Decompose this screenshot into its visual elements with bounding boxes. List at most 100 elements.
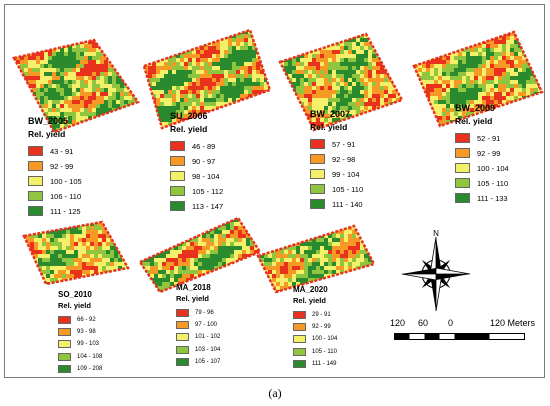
yield-cell <box>70 266 75 271</box>
yield-cell <box>272 274 277 279</box>
north-label: N <box>433 229 439 238</box>
yield-cell <box>510 88 515 93</box>
yield-cell <box>478 36 483 41</box>
legend-item: 100 - 105 <box>28 174 82 189</box>
yield-cell <box>422 80 427 85</box>
yield-cell <box>104 60 109 65</box>
yield-cell <box>110 242 115 247</box>
yield-cell <box>316 90 321 95</box>
yield-cell <box>244 38 249 43</box>
yield-cell <box>158 246 163 251</box>
yield-cell <box>530 84 535 89</box>
yield-cell <box>112 108 117 113</box>
yield-cell <box>434 68 439 73</box>
yield-cell <box>160 90 165 95</box>
yield-cell <box>308 34 313 39</box>
yield-cell <box>92 44 97 49</box>
legend-item-label: 100 - 104 <box>477 163 509 173</box>
yield-cell <box>206 238 211 243</box>
yield-cell <box>442 120 447 125</box>
yield-cell <box>482 72 487 77</box>
yield-cell <box>94 226 99 231</box>
yield-cell <box>392 42 397 47</box>
yield-cell <box>240 78 245 83</box>
yield-cell <box>28 92 33 97</box>
yield-cell <box>458 96 463 101</box>
legend-item-label: 46 - 89 <box>192 141 216 151</box>
yield-cell <box>288 38 293 43</box>
yield-cell <box>96 120 101 125</box>
yield-cell <box>160 30 165 35</box>
yield-cell <box>200 62 205 67</box>
yield-cell <box>300 34 305 39</box>
yield-cell <box>498 56 503 61</box>
yield-cell <box>198 226 203 231</box>
yield-cell <box>442 96 447 101</box>
yield-cell <box>210 266 215 271</box>
yield-cell <box>352 262 357 267</box>
yield-cell <box>88 108 93 113</box>
yield-cell <box>82 258 87 263</box>
yield-cell <box>208 78 213 83</box>
yield-cell <box>284 266 289 271</box>
legend-item: 111 - 149 <box>293 358 337 370</box>
yield-cell <box>364 98 369 103</box>
yield-cell <box>26 258 31 263</box>
yield-cell <box>92 120 97 125</box>
yield-cell <box>60 56 65 61</box>
yield-cell <box>422 68 427 73</box>
yield-cell <box>312 242 317 247</box>
yield-cell <box>112 120 117 125</box>
yield-cell <box>324 110 329 115</box>
yield-cell <box>304 58 309 63</box>
yield-cell <box>250 250 255 255</box>
yield-cell <box>250 286 255 291</box>
yield-cell <box>316 74 321 79</box>
yield-cell <box>56 116 61 121</box>
yield-cell <box>206 258 211 263</box>
yield-cell <box>250 274 255 279</box>
yield-cell <box>72 108 77 113</box>
legend-item-label: 106 - 110 <box>50 191 82 201</box>
yield-cell <box>184 74 189 79</box>
yield-cell <box>80 56 85 61</box>
yield-cell <box>238 278 243 283</box>
yield-cell <box>494 64 499 69</box>
yield-cell <box>188 62 193 67</box>
yield-cell <box>336 90 341 95</box>
yield-cell <box>148 54 153 59</box>
yield-cell <box>70 254 75 259</box>
yield-cell <box>94 258 99 263</box>
yield-cell <box>84 84 89 89</box>
yield-cell <box>388 122 393 127</box>
yield-cell <box>336 66 341 71</box>
yield-cell <box>178 246 183 251</box>
yield-cell <box>300 246 305 251</box>
yield-cell <box>462 112 467 117</box>
yield-cell <box>442 112 447 117</box>
yield-cell <box>312 254 317 259</box>
yield-cell <box>184 58 189 63</box>
yield-cell <box>232 54 237 59</box>
yield-cell <box>226 226 231 231</box>
yield-cell <box>150 234 155 239</box>
yield-cell <box>530 104 535 109</box>
yield-cell <box>54 262 59 267</box>
yield-cell <box>188 102 193 107</box>
yield-cell <box>122 238 127 243</box>
yield-cell <box>304 66 309 71</box>
yield-cell <box>308 254 313 259</box>
yield-cell <box>348 290 353 292</box>
yield-cell <box>176 98 181 103</box>
yield-cell <box>498 88 503 93</box>
yield-cell <box>384 82 389 87</box>
yield-cell <box>228 98 233 103</box>
yield-cell <box>216 98 221 103</box>
yield-cell <box>44 60 49 65</box>
yield-cell <box>332 266 337 271</box>
yield-cell <box>38 238 43 243</box>
yield-cell <box>352 42 357 47</box>
yield-cell <box>454 72 459 77</box>
yield-cell <box>418 88 423 93</box>
yield-cell <box>490 32 495 37</box>
